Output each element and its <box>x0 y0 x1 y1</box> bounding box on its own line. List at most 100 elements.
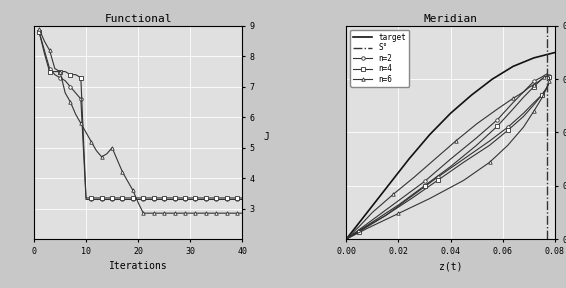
Line: target: target <box>346 53 555 239</box>
n=4 <box>494 124 501 128</box>
n=6 <box>356 225 363 228</box>
n=6 <box>486 161 493 164</box>
n=4 <box>543 74 550 78</box>
n=2 <box>494 118 501 122</box>
n=6 <box>535 79 542 83</box>
n=6 <box>343 237 350 241</box>
n=6 <box>460 179 467 182</box>
X-axis label: z(t): z(t) <box>439 261 462 271</box>
n=6 <box>546 75 553 79</box>
n=6 <box>520 126 527 129</box>
n=4 <box>343 237 350 241</box>
n=6 <box>543 86 550 90</box>
n=6 <box>504 143 511 147</box>
n=2 <box>538 93 545 97</box>
n=4 <box>343 237 350 241</box>
n=6 <box>411 175 418 179</box>
n=4 <box>460 161 467 164</box>
target <box>405 157 412 161</box>
n=4 <box>473 143 480 147</box>
n=2 <box>546 74 553 78</box>
n=4 <box>530 103 537 107</box>
n=6 <box>390 193 397 196</box>
n=2 <box>447 157 454 161</box>
n=6 <box>452 139 459 143</box>
n=6 <box>541 75 548 79</box>
n=6 <box>546 79 553 83</box>
n=6 <box>520 90 527 94</box>
n=4 <box>356 230 363 233</box>
n=6 <box>395 212 402 215</box>
n=6 <box>538 97 545 100</box>
n=4 <box>509 107 516 111</box>
n=4 <box>486 143 493 147</box>
Title: Functional: Functional <box>104 14 172 24</box>
n=2 <box>343 237 350 241</box>
n=2 <box>530 101 537 104</box>
n=4 <box>369 220 376 224</box>
n=4 <box>395 203 402 207</box>
target <box>364 211 371 214</box>
n=6 <box>426 197 433 200</box>
n=4 <box>520 96 527 99</box>
n=4 <box>538 77 545 81</box>
target <box>509 65 516 68</box>
n=2 <box>543 72 550 76</box>
n=4 <box>520 115 527 118</box>
target <box>385 184 392 187</box>
n=4 <box>543 86 550 90</box>
n=2 <box>460 157 467 161</box>
n=2 <box>530 79 537 83</box>
target <box>530 56 537 60</box>
n=6 <box>343 237 350 241</box>
n=2 <box>520 90 527 94</box>
n=2 <box>434 175 441 179</box>
Line: n=2: n=2 <box>345 72 551 241</box>
target <box>447 111 454 115</box>
X-axis label: Iterations: Iterations <box>109 261 168 271</box>
n=4 <box>434 179 441 182</box>
Y-axis label: J: J <box>263 132 269 143</box>
n=2 <box>486 139 493 143</box>
n=6 <box>525 86 532 90</box>
n=6 <box>530 83 537 86</box>
n=2 <box>543 86 550 90</box>
Line: n=4: n=4 <box>345 74 551 241</box>
n=2 <box>343 237 350 241</box>
n=2 <box>408 195 415 198</box>
n=6 <box>431 157 438 161</box>
n=6 <box>509 97 516 100</box>
n=6 <box>530 109 537 113</box>
Legend: target, S°, n=2, n=4, n=6: target, S°, n=2, n=4, n=6 <box>350 30 409 87</box>
Title: Meridian: Meridian <box>423 14 478 24</box>
n=6 <box>364 227 371 230</box>
n=4 <box>408 197 415 200</box>
n=4 <box>421 184 428 187</box>
n=6 <box>473 122 480 126</box>
target <box>426 133 433 136</box>
n=4 <box>382 214 389 217</box>
n=6 <box>494 107 501 111</box>
n=2 <box>509 101 516 104</box>
n=2 <box>473 136 480 140</box>
n=6 <box>369 211 376 214</box>
n=2 <box>504 126 511 129</box>
n=4 <box>546 75 553 79</box>
n=2 <box>520 111 527 115</box>
n=2 <box>538 75 545 79</box>
n=4 <box>546 79 553 83</box>
n=2 <box>395 199 402 202</box>
n=2 <box>356 229 363 232</box>
target <box>343 237 350 241</box>
n=6 <box>543 74 550 78</box>
target <box>468 93 475 97</box>
target <box>551 51 558 54</box>
n=4 <box>538 93 545 97</box>
Line: n=6: n=6 <box>345 74 551 241</box>
n=4 <box>530 85 537 88</box>
n=4 <box>447 165 454 168</box>
n=4 <box>504 129 511 132</box>
n=2 <box>382 214 389 217</box>
n=2 <box>421 180 428 183</box>
n=2 <box>369 218 376 221</box>
